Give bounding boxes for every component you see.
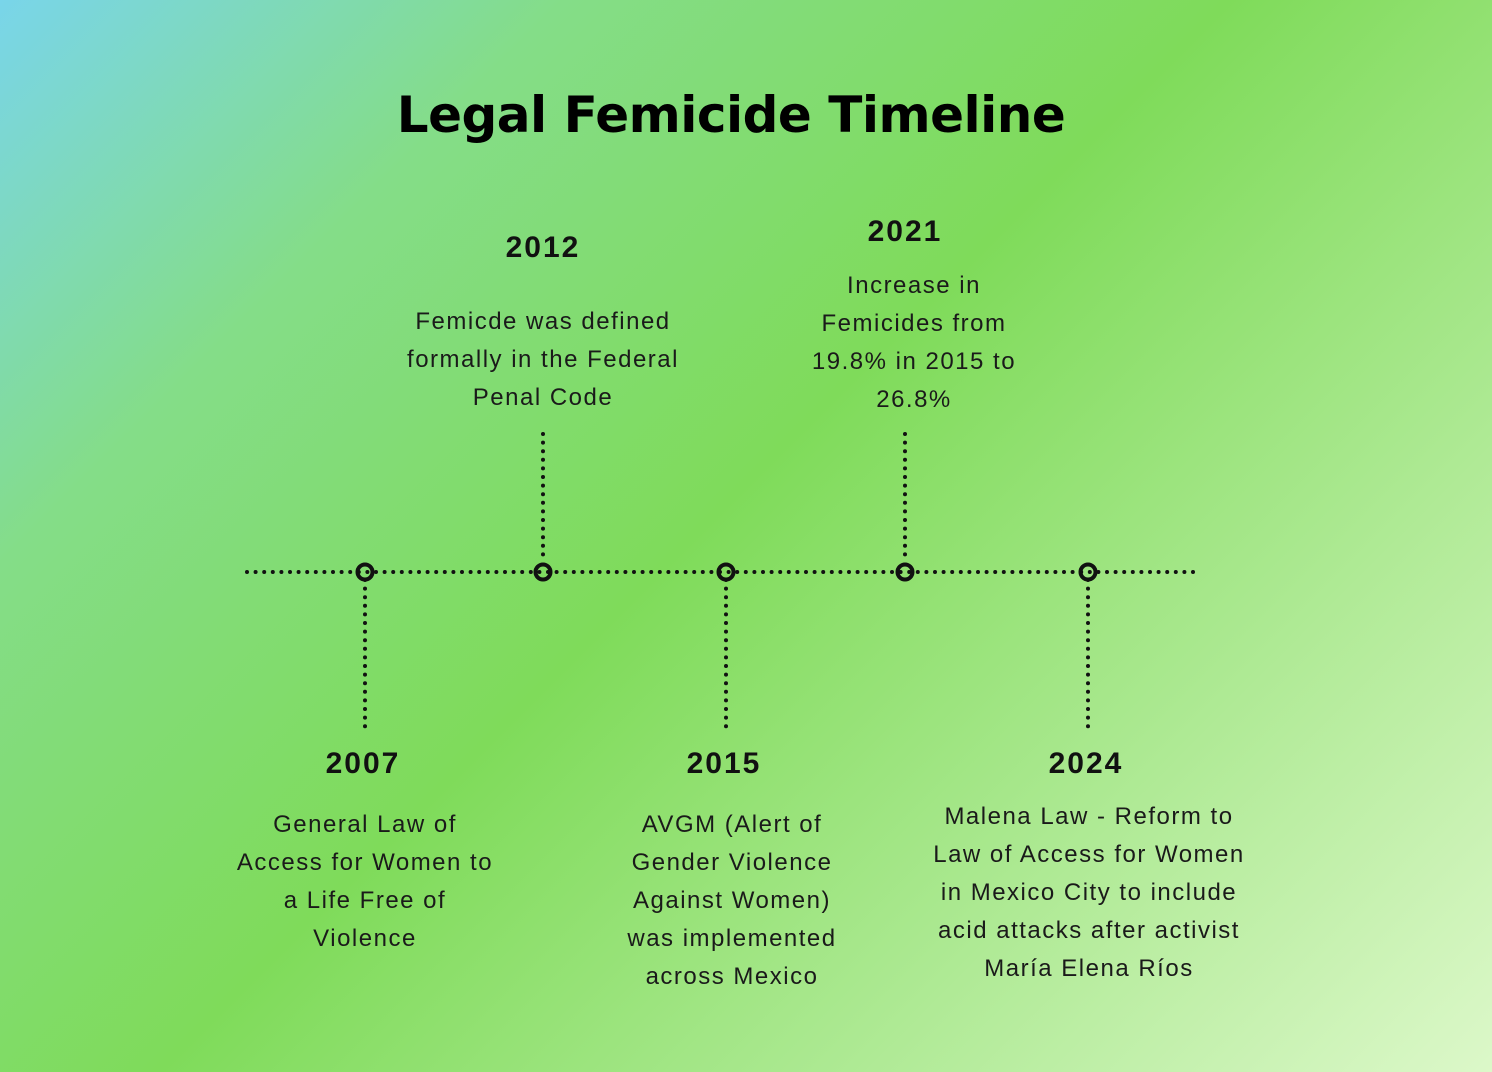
- event-description-2024: Malena Law - Reform to Law of Access for…: [933, 803, 1245, 982]
- event-year-2021: 2021: [867, 215, 943, 248]
- event-description-2012: Femicde was defined formally in the Fede…: [407, 308, 679, 411]
- event-year-2015: 2015: [686, 747, 762, 780]
- node-2024: [1078, 562, 1098, 582]
- event-year-2007: 2007: [325, 747, 401, 780]
- node-2021: [895, 562, 915, 582]
- event-year-2024: 2024: [1048, 747, 1124, 780]
- event-description-2015: AVGM (Alert of Gender Violence Against W…: [627, 811, 837, 990]
- node-2007: [355, 562, 375, 582]
- node-2012: [533, 562, 553, 582]
- page-title: Legal Femicide Timeline: [396, 86, 1066, 144]
- node-2015: [716, 562, 736, 582]
- event-description-2021: Increase in Femicides from 19.8% in 2015…: [811, 272, 1017, 413]
- event-description-2007: General Law of Access for Women to a Lif…: [236, 811, 494, 952]
- event-year-2012: 2012: [505, 231, 581, 264]
